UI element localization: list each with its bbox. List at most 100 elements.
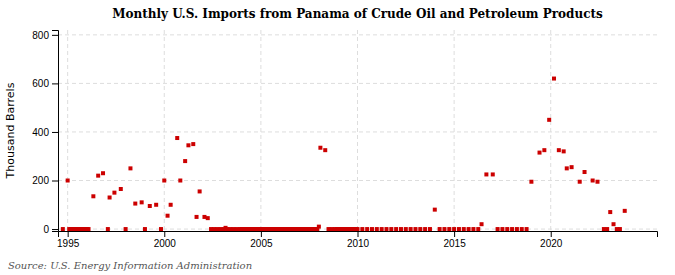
point	[96, 174, 100, 178]
point	[206, 216, 210, 220]
point	[612, 222, 616, 226]
point	[496, 227, 500, 231]
point	[66, 179, 70, 183]
point	[562, 149, 566, 153]
point	[365, 227, 369, 231]
point	[91, 194, 95, 198]
point	[510, 227, 514, 231]
point	[384, 227, 388, 231]
point	[438, 227, 442, 231]
tick-label: 1995	[57, 238, 80, 249]
tick: 2020	[540, 231, 563, 249]
point	[542, 148, 546, 152]
point	[317, 225, 321, 229]
point	[500, 227, 504, 231]
point	[476, 227, 480, 231]
tick: 0	[43, 224, 58, 235]
tick-mark	[52, 35, 58, 36]
point	[166, 214, 170, 218]
point	[409, 227, 413, 231]
point	[356, 227, 360, 231]
tick-label: 600	[32, 78, 49, 89]
tick-mark	[551, 231, 552, 237]
chart: 1995200020052010201520200200400600800Mon…	[0, 0, 675, 275]
point	[162, 179, 166, 183]
point	[583, 170, 587, 174]
tick: 600	[32, 78, 58, 89]
tick: 2000	[154, 231, 177, 249]
tick: 2005	[250, 231, 273, 249]
point	[557, 148, 561, 152]
point	[183, 159, 187, 163]
tick-mark	[261, 231, 262, 237]
x-axis: 1995 2000 2005 2010 2015 2020	[57, 231, 657, 249]
point	[591, 179, 595, 183]
tick-label: 2005	[250, 238, 273, 249]
point	[106, 227, 110, 231]
grid-line	[164, 30, 165, 231]
point	[191, 142, 195, 146]
point	[375, 227, 379, 231]
point	[608, 210, 612, 214]
point	[570, 165, 574, 169]
point	[360, 227, 364, 231]
point	[618, 227, 622, 231]
point	[198, 189, 202, 193]
point	[318, 146, 322, 150]
point	[61, 227, 65, 231]
point	[108, 196, 112, 200]
grid-line	[58, 83, 657, 84]
tick: 2010	[347, 231, 370, 249]
point	[413, 227, 417, 231]
point	[520, 227, 524, 231]
tick-mark	[52, 229, 58, 230]
tick-label: 2020	[540, 238, 563, 249]
grid-line	[58, 131, 657, 132]
point	[128, 166, 132, 170]
point	[399, 227, 403, 231]
point	[323, 148, 327, 152]
grid-line	[260, 30, 261, 231]
points	[61, 77, 627, 231]
tick-mark	[358, 231, 359, 237]
axis-line	[59, 232, 658, 238]
tick-label: 2010	[347, 238, 370, 249]
point	[101, 171, 105, 175]
point	[140, 200, 144, 204]
point	[428, 227, 432, 231]
point	[433, 208, 437, 212]
tick-label: 0	[43, 224, 49, 235]
grid-line	[67, 30, 68, 231]
axis-line	[52, 31, 59, 232]
grid-line	[58, 34, 657, 35]
point	[529, 180, 533, 184]
point	[505, 227, 509, 231]
y-axis: 0200400600800	[32, 30, 58, 235]
point	[578, 180, 582, 184]
tick-mark	[52, 83, 58, 84]
tick-mark	[52, 132, 58, 133]
point	[169, 203, 173, 207]
plot-area: 1995200020052010201520200200400600800	[32, 30, 657, 250]
point	[370, 227, 374, 231]
point	[525, 227, 529, 231]
point	[380, 227, 384, 231]
point	[423, 227, 427, 231]
point	[447, 227, 451, 231]
tick: 2015	[443, 231, 466, 249]
point	[471, 227, 475, 231]
point	[442, 227, 446, 231]
grid-line	[58, 180, 657, 181]
point	[480, 222, 484, 226]
tick: 200	[32, 175, 58, 186]
grid-line	[357, 30, 358, 231]
annotation: Source: U.S. Energy Information Administ…	[8, 260, 252, 271]
point	[457, 227, 461, 231]
point	[389, 227, 393, 231]
tick-mark	[68, 231, 69, 237]
tick: 800	[32, 30, 58, 41]
tick-mark	[52, 181, 58, 182]
grid	[58, 30, 657, 231]
point	[175, 136, 179, 140]
tick-mark	[454, 231, 455, 237]
